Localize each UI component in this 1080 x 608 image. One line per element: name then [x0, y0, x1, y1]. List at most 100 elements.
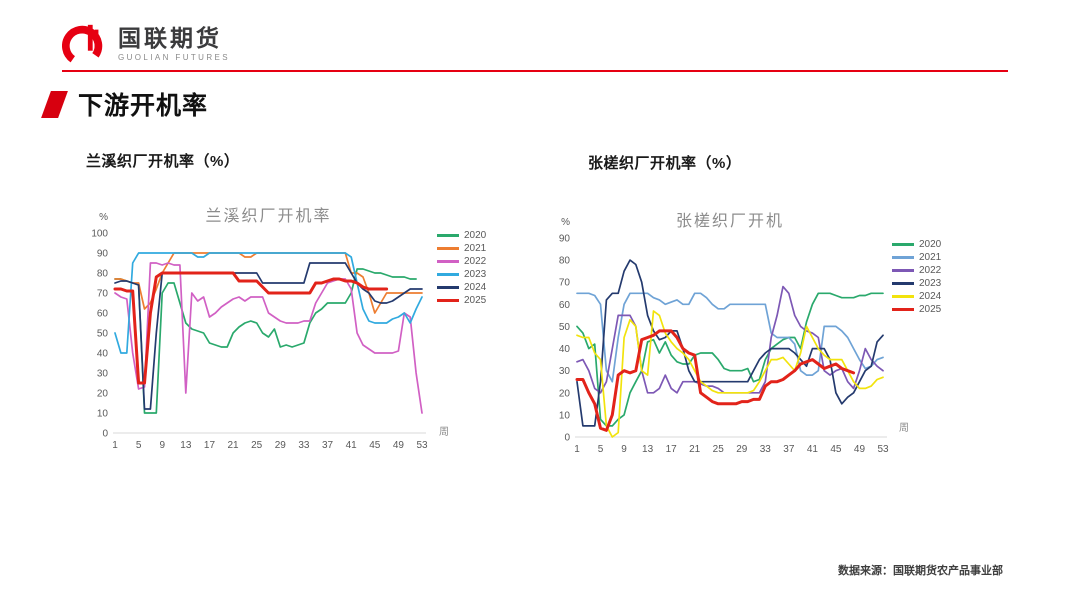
y-tick-label: 70 [559, 278, 571, 289]
x-tick-label: 45 [830, 444, 842, 455]
legend-swatch-2025 [892, 307, 914, 311]
x-tick-label: 9 [621, 444, 627, 455]
left-chart-title: 兰溪织厂开机率 [205, 208, 332, 225]
legend-swatch-2021 [437, 246, 459, 250]
y-tick-label: 60 [559, 300, 571, 311]
y-tick-label: 40 [97, 349, 109, 360]
x-tick-label: 41 [346, 440, 358, 451]
series-line-2025 [113, 271, 389, 385]
section-title-row: 下游开机率 [41, 86, 208, 122]
legend-item-2020: 2020 [437, 229, 487, 241]
y-tick-label: 100 [91, 229, 108, 240]
legend-label-2024: 2024 [464, 281, 487, 293]
legend-item-2020: 2020 [892, 238, 942, 250]
legend-label-2022: 2022 [919, 264, 942, 276]
x-tick-label: 1 [574, 444, 580, 455]
legend-swatch-2023 [437, 272, 459, 276]
x-tick-label: 21 [228, 440, 240, 451]
y-tick-label: 0 [102, 429, 108, 440]
series-line-2024 [576, 310, 884, 438]
series-line-2020 [114, 268, 417, 414]
series-line-2020 [576, 292, 884, 427]
x-tick-label: 25 [251, 440, 263, 451]
x-tick-label: 5 [598, 444, 604, 455]
y-tick-label: 10 [97, 409, 109, 420]
legend-item-2024: 2024 [437, 281, 487, 293]
legend-label-2023: 2023 [919, 277, 942, 289]
logo-name-en: GUOLIAN FUTURES [118, 53, 231, 63]
legend-item-2021: 2021 [892, 251, 942, 263]
legend-label-2021: 2021 [919, 251, 942, 263]
series-line-2023 [576, 259, 884, 427]
y-axis-unit-label: % [561, 217, 570, 228]
series-line-2022 [576, 285, 884, 394]
left-chart-legend: 2020 2021 2022 2023 2024 2025 [437, 229, 487, 306]
header-divider-line [62, 70, 1008, 72]
x-tick-label: 29 [736, 444, 748, 455]
y-tick-label: 90 [559, 234, 571, 245]
y-axis-unit-label: % [99, 212, 108, 223]
legend-item-2025: 2025 [437, 294, 487, 306]
x-tick-label: 17 [204, 440, 216, 451]
logo-name-cn: 国联期货 [118, 24, 222, 51]
legend-item-2022: 2022 [437, 255, 487, 267]
right-chart-plot: % 90 80 70 60 50 40 30 20 10 01 5 9 13 17 21 25 29 33 37 41 4… [559, 217, 889, 455]
y-tick-label: 80 [97, 269, 109, 280]
legend-item-2025: 2025 [892, 303, 942, 315]
y-tick-label: 80 [559, 256, 571, 267]
legend-swatch-2022 [892, 268, 914, 272]
x-tick-label: 17 [666, 444, 678, 455]
y-tick-label: 40 [559, 344, 571, 355]
y-tick-label: 50 [97, 329, 109, 340]
left-chart-heading: 兰溪织厂开机率（%） [86, 153, 240, 170]
x-tick-label: 33 [298, 440, 310, 451]
right-chart-xlabel: 周 [899, 423, 909, 434]
y-tick-label: 50 [559, 322, 571, 333]
legend-label-2021: 2021 [464, 242, 487, 254]
right-chart-title: 张槎织厂开机 [675, 213, 784, 230]
legend-swatch-2022 [437, 259, 459, 263]
legend-swatch-2023 [892, 281, 914, 285]
x-tick-label: 49 [393, 440, 405, 451]
legend-label-2025: 2025 [464, 294, 487, 306]
x-tick-label: 13 [180, 440, 192, 451]
series-line-2022 [114, 262, 423, 414]
legend-item-2021: 2021 [437, 242, 487, 254]
x-tick-label: 33 [760, 444, 772, 455]
legend-item-2022: 2022 [892, 264, 942, 276]
x-tick-label: 5 [136, 440, 142, 451]
legend-swatch-2024 [437, 285, 459, 289]
legend-label-2020: 2020 [464, 229, 487, 241]
right-chart-heading: 张槎织厂开机率（%） [588, 155, 742, 172]
guolian-logo-icon [62, 24, 103, 67]
legend-label-2023: 2023 [464, 268, 487, 280]
legend-swatch-2024 [892, 294, 914, 298]
x-tick-label: 45 [369, 440, 381, 451]
y-tick-label: 0 [564, 433, 570, 444]
legend-item-2024: 2024 [892, 290, 942, 302]
legend-swatch-2020 [892, 242, 914, 246]
x-tick-label: 9 [159, 440, 165, 451]
series-line-2021 [576, 292, 884, 383]
y-tick-label: 20 [97, 389, 109, 400]
x-tick-label: 25 [713, 444, 725, 455]
company-logo: 国联期货 GUOLIAN FUTURES [62, 20, 230, 68]
x-tick-label: 13 [642, 444, 654, 455]
legend-label-2024: 2024 [919, 290, 942, 302]
legend-label-2020: 2020 [919, 238, 942, 250]
logo-texts: 国联期货 GUOLIAN FUTURES [118, 26, 230, 62]
series-line-2025 [575, 329, 856, 432]
legend-label-2022: 2022 [464, 255, 487, 267]
left-chart-xlabel: 周 [439, 427, 449, 438]
right-chart-legend: 2020 2021 2022 2023 2024 2025 [892, 238, 942, 315]
y-tick-label: 30 [559, 366, 571, 377]
legend-item-2023: 2023 [437, 268, 487, 280]
legend-swatch-2025 [437, 298, 459, 302]
y-tick-label: 70 [97, 289, 109, 300]
y-tick-label: 90 [97, 249, 109, 260]
legend-label-2025: 2025 [919, 303, 942, 315]
x-tick-label: 49 [854, 444, 866, 455]
x-tick-label: 21 [689, 444, 701, 455]
data-source-note: 数据来源：国联期货农产品事业部 [838, 565, 1003, 577]
